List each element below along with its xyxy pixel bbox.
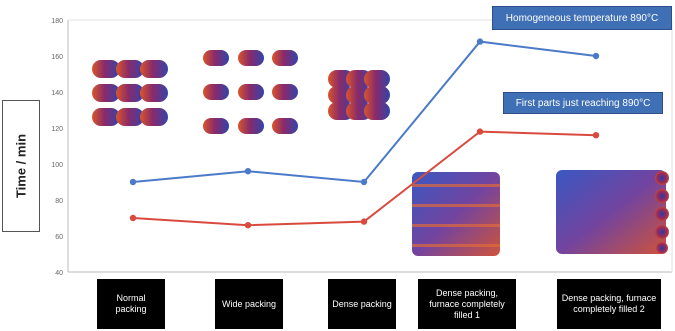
data-point-s1-0 [129,214,137,222]
y-tick-label: 180 [51,18,63,25]
y-tick-label: 80 [55,198,63,205]
data-point-s0-1 [244,168,252,175]
y-tick-label: 60 [55,234,63,241]
data-point-s0-2 [360,178,368,186]
data-point-s1-4 [592,132,600,139]
category-label-furnace-filled-2: Dense packing, furnace completely filled… [557,279,661,329]
normal-packing-illustration [92,60,168,126]
data-point-s0-3 [476,38,484,45]
data-point-s0-0 [129,178,137,186]
data-point-s1-3 [476,128,484,135]
data-point-s1-2 [360,218,368,225]
series-line-1 [132,130,597,227]
data-point-s0-4 [592,52,600,60]
y-tick-label: 40 [55,270,63,277]
category-label-dense-packing: Dense packing [328,279,396,329]
y-tick-label: 140 [51,90,63,97]
annotation-first-parts: First parts just reaching 890°C [503,92,663,114]
y-axis-label: Time / min [13,133,29,199]
dense-packing-illustration [328,70,390,120]
wide-packing-illustration [203,50,298,134]
category-label-wide-packing: Wide packing [215,279,283,329]
annotation-homogeneous-temperature: Homogeneous temperature 890°C [492,6,672,30]
category-label-furnace-filled-1: Dense packing, furnace completely filled… [418,279,516,329]
y-axis-label-box: Time / min [2,100,40,232]
series-layer [129,38,600,229]
y-tick-labels: 40 60 80 100 120 140 160 180 [51,18,63,277]
y-tick-label: 120 [51,126,63,133]
category-label-normal-packing: Normal packing [97,279,165,329]
y-tick-label: 160 [51,54,63,61]
furnace-filled-2-illustration [556,170,669,254]
data-point-s1-1 [244,222,252,229]
y-tick-label: 100 [51,162,63,169]
furnace-filled-1-illustration [412,172,500,256]
